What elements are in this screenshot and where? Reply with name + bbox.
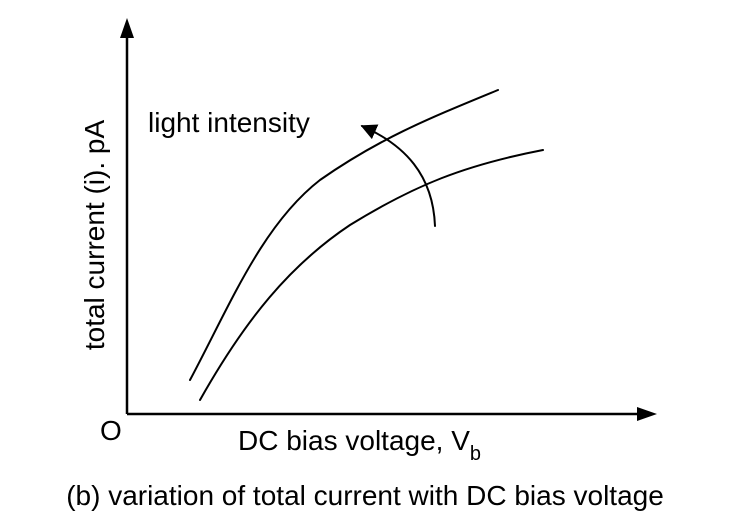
annotation-light-intensity: light intensity: [148, 107, 310, 138]
light-intensity-arrow: [360, 124, 436, 227]
x-axis-label-subscript: b: [470, 443, 481, 465]
curve-high-intensity: [189, 89, 499, 381]
curve-low-intensity: [199, 149, 544, 401]
x-axis-label-main: DC bias voltage, V: [238, 425, 470, 456]
figure-caption: (b) variation of total current with DC b…: [66, 480, 664, 511]
x-axis-arrowhead: [637, 407, 657, 421]
y-axis-arrowhead: [120, 18, 134, 38]
y-axis-label: total current (i). pA: [79, 120, 110, 351]
x-axis-label: DC bias voltage, Vb: [238, 425, 481, 465]
origin-label: O: [100, 415, 122, 446]
